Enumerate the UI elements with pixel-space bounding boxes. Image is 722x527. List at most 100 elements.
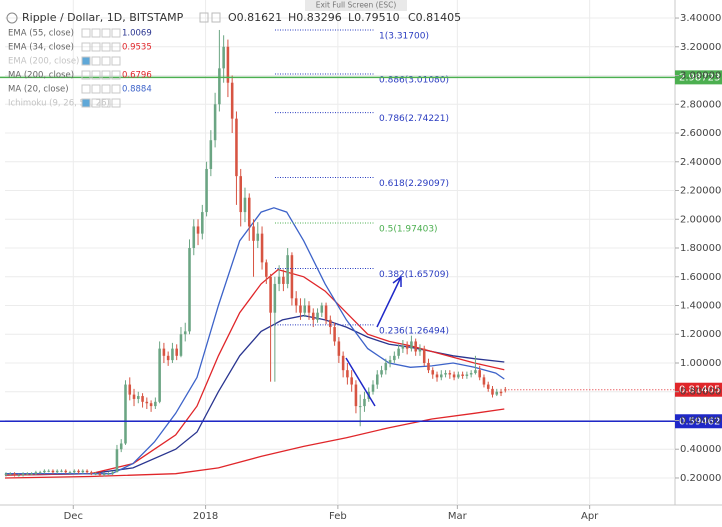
- price-tag: [675, 70, 722, 85]
- candle-body: [171, 348, 174, 361]
- x-tick-label: Apr: [581, 511, 599, 522]
- candle-body: [410, 341, 413, 349]
- legend-icon[interactable]: [101, 98, 111, 108]
- arrow-head: [392, 276, 402, 287]
- candle-body: [149, 403, 153, 407]
- candle-body: [316, 312, 319, 320]
- legend-icon[interactable]: [101, 28, 111, 38]
- legend-name: EMA (34, close): [8, 43, 74, 53]
- legend-icon[interactable]: [91, 42, 101, 52]
- legend-icon[interactable]: [101, 42, 111, 52]
- header-icon[interactable]: [211, 12, 221, 23]
- legend-icon[interactable]: [101, 84, 111, 94]
- candle-body: [85, 470, 89, 473]
- y-tick-label: 1.60000: [680, 272, 721, 283]
- legend-icon[interactable]: [81, 84, 91, 94]
- ohlc-readout: O0.81621 H0.83296 L0.79510 C0.81405: [228, 11, 461, 24]
- candle-body: [141, 396, 144, 402]
- candle-body: [282, 276, 285, 284]
- legend-icon[interactable]: [111, 28, 121, 38]
- symbol-title: Ripple / Dollar, 1D, BITSTAMP: [22, 11, 184, 24]
- ohlc-value: L0.79510: [348, 11, 400, 24]
- y-tick-label: 2.80000: [680, 99, 721, 110]
- legend-icon[interactable]: [91, 70, 101, 80]
- candle-body: [384, 362, 388, 371]
- price-tag: [675, 414, 722, 429]
- candle-body: [329, 319, 332, 328]
- legend-icon[interactable]: [81, 28, 91, 38]
- candle-body: [73, 470, 76, 473]
- candle-body: [162, 348, 166, 356]
- candle-body: [363, 398, 366, 407]
- legend-icon[interactable]: [101, 70, 111, 80]
- candle-body: [371, 384, 375, 392]
- candle-body: [435, 374, 439, 378]
- indicator-lines: [4, 207, 505, 479]
- candle-body: [341, 355, 345, 371]
- candle-body: [34, 472, 38, 474]
- legend-icon[interactable]: [81, 56, 91, 66]
- candle-body: [13, 473, 16, 476]
- legend-icon[interactable]: [91, 28, 101, 38]
- candle-body: [461, 374, 464, 376]
- candle-body: [226, 46, 230, 83]
- legend-icon[interactable]: [111, 84, 121, 94]
- candle-body: [448, 373, 452, 375]
- legend-icon[interactable]: [91, 56, 101, 66]
- legend-icon[interactable]: [111, 56, 121, 66]
- header-icon[interactable]: [199, 12, 209, 23]
- candle-body: [115, 449, 119, 473]
- legend-icon[interactable]: [111, 98, 121, 108]
- y-tick-label: 0.20000: [680, 473, 721, 484]
- legend-icon[interactable]: [111, 70, 121, 80]
- candle-body: [491, 388, 494, 395]
- candle-body: [375, 374, 379, 385]
- legend-icon[interactable]: [91, 84, 101, 94]
- candle-body: [397, 348, 400, 356]
- x-tick-label: Dec: [64, 511, 83, 522]
- candle-body: [90, 472, 93, 474]
- candle-body: [452, 374, 456, 378]
- y-tick-label: 2.60000: [680, 128, 721, 139]
- candle-body: [478, 370, 481, 378]
- symbol-icon: [6, 12, 18, 24]
- legend-icon[interactable]: [81, 70, 91, 80]
- candle-body: [333, 327, 336, 342]
- trend-line: [345, 357, 376, 407]
- candle-body: [465, 374, 469, 376]
- legend-icon[interactable]: [81, 98, 91, 108]
- legend-icon[interactable]: [111, 42, 121, 52]
- legend-icon[interactable]: [81, 42, 91, 52]
- candle-body: [47, 470, 50, 472]
- candle-body: [474, 370, 477, 374]
- candle-body: [81, 470, 85, 473]
- legend-name: Ichimoku (9, 26, 52, 26): [8, 99, 110, 109]
- candle-body: [128, 384, 132, 395]
- candle-body: [499, 391, 503, 394]
- fullscreen-tab[interactable]: [305, 0, 407, 11]
- fullscreen-hint[interactable]: Exit Full Screen (ESC): [316, 1, 397, 10]
- candle-body: [350, 377, 353, 385]
- y-tick-label: 2.40000: [680, 157, 721, 168]
- trend-arrow: [376, 276, 402, 328]
- fib-label: 0.382(1.65709): [379, 270, 449, 280]
- candle-body: [256, 233, 260, 241]
- candle-body: [166, 355, 170, 361]
- legend-value: 0.9535: [122, 43, 152, 53]
- y-tick-label: 3.00000: [680, 71, 721, 82]
- legend-icon[interactable]: [101, 56, 111, 66]
- legend-icon[interactable]: [91, 98, 101, 108]
- candle-body: [158, 348, 161, 402]
- candle-body: [55, 470, 59, 473]
- legend-name: MA (200, close): [8, 71, 74, 81]
- indicator-line: [4, 268, 505, 476]
- candle-body: [196, 226, 200, 234]
- candle-body: [354, 384, 358, 407]
- candle-body: [482, 377, 486, 385]
- candle-body: [324, 305, 328, 320]
- candle-body: [346, 370, 349, 378]
- candle-body: [107, 473, 110, 475]
- candle-body: [235, 118, 238, 177]
- candle-body: [38, 472, 42, 474]
- candle-body: [30, 473, 33, 475]
